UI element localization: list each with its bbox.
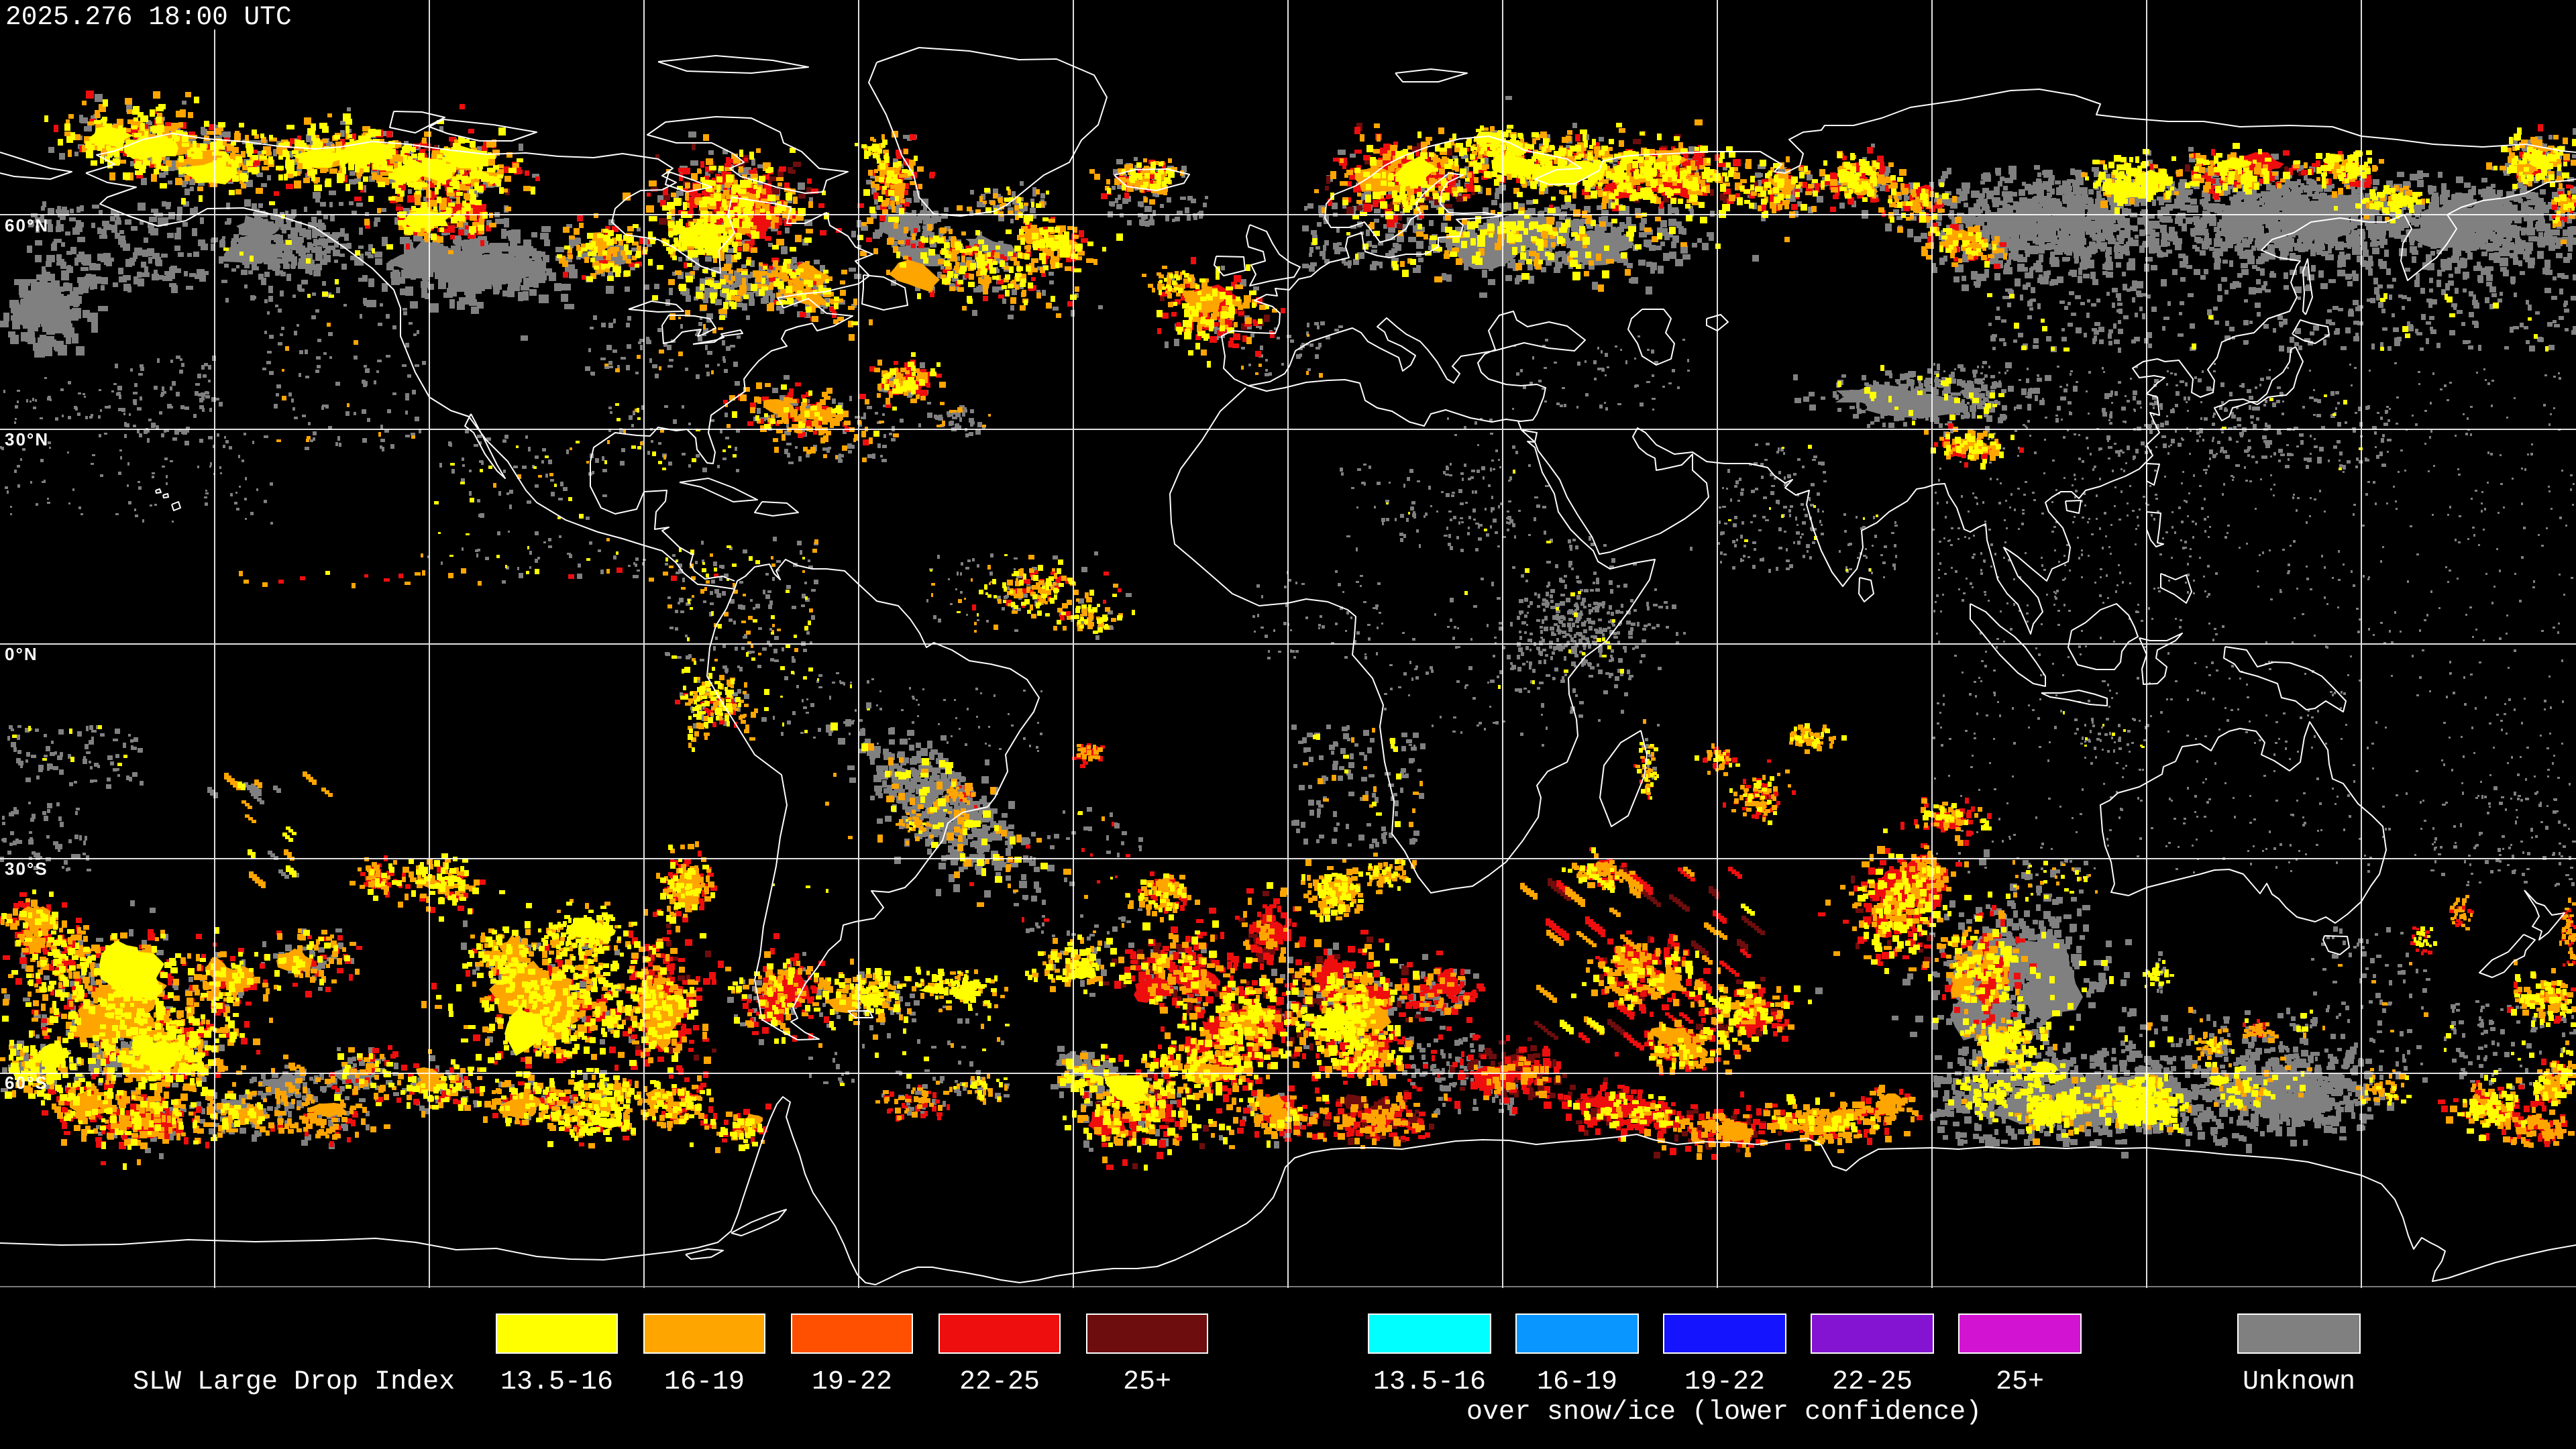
svg-text:60°N: 60°N <box>5 215 49 235</box>
svg-text:22-25: 22-25 <box>959 1367 1040 1397</box>
svg-text:16-19: 16-19 <box>664 1367 745 1397</box>
svg-text:2025.276 18:00 UTC: 2025.276 18:00 UTC <box>5 2 292 32</box>
svg-text:22-25: 22-25 <box>1832 1367 1913 1397</box>
svg-text:19-22: 19-22 <box>812 1367 892 1397</box>
svg-text:25+: 25+ <box>1996 1367 2044 1397</box>
svg-text:60°S: 60°S <box>5 1073 48 1093</box>
svg-text:13.5-16: 13.5-16 <box>500 1367 613 1397</box>
svg-text:SLW Large Drop Index: SLW Large Drop Index <box>133 1367 455 1397</box>
svg-text:over snow/ice (lower confidenc: over snow/ice (lower confidence) <box>1466 1397 1982 1428</box>
svg-text:30°N: 30°N <box>5 429 49 449</box>
svg-text:16-19: 16-19 <box>1537 1367 1617 1397</box>
svg-text:30°S: 30°S <box>5 859 48 879</box>
svg-text:25+: 25+ <box>1123 1367 1171 1397</box>
svg-text:13.5-16: 13.5-16 <box>1373 1367 1486 1397</box>
svg-text:Unknown: Unknown <box>2243 1367 2355 1397</box>
svg-text:0°N: 0°N <box>5 644 38 664</box>
svg-text:19-22: 19-22 <box>1684 1367 1765 1397</box>
